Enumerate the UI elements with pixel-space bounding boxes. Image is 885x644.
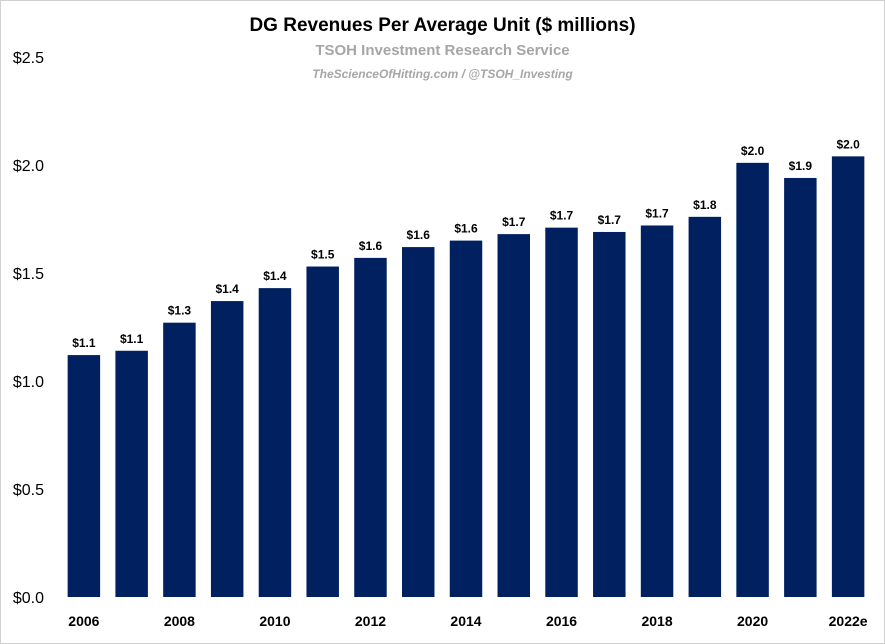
x-tick-label: 2014: [450, 613, 481, 629]
bar-2010: [258, 288, 292, 597]
y-tick-label: $2.5: [13, 50, 44, 67]
y-tick-label: $2.0: [13, 158, 44, 175]
x-tick-label: 2022e: [829, 613, 868, 629]
bar-2020: [736, 162, 769, 597]
x-tick-label: 2010: [259, 613, 290, 629]
data-label-2021: $1.9: [789, 159, 813, 173]
y-tick-label: $1.0: [13, 374, 44, 391]
bar-2007: [115, 350, 148, 597]
data-label-2012: $1.6: [359, 239, 383, 253]
data-label-2011: $1.5: [311, 248, 335, 262]
data-label-2015: $1.7: [502, 215, 526, 229]
bar-2017: [593, 231, 626, 597]
data-label-2016: $1.7: [550, 209, 574, 223]
data-label-2017: $1.7: [598, 213, 622, 227]
data-label-2009: $1.4: [215, 282, 239, 296]
bar-2008: [163, 322, 196, 597]
x-tick-label: 2016: [546, 613, 577, 629]
data-label-2008: $1.3: [168, 304, 192, 318]
data-label-2020: $2.0: [741, 144, 765, 158]
bar-2018: [640, 225, 674, 598]
bar-2009: [210, 301, 244, 597]
data-label-2010: $1.4: [263, 269, 287, 283]
y-tick-label: $1.5: [13, 266, 44, 283]
data-label-2013: $1.6: [407, 228, 431, 242]
bar-2006: [67, 355, 101, 597]
x-tick-label: 2008: [164, 613, 195, 629]
y-tick-label: $0.0: [13, 590, 44, 607]
data-label-2019: $1.8: [693, 198, 717, 212]
bars: [67, 156, 865, 598]
data-label-2022e: $2.0: [836, 137, 860, 151]
x-axis: 2006 2008 2010 2012 2014 2016 2018 2020 2022e: [68, 613, 867, 629]
chart-subtitle: TSOH Investment Research Service: [315, 42, 570, 59]
data-label-2018: $1.7: [645, 206, 669, 220]
bar-2019: [688, 216, 722, 597]
data-label-2006: $1.1: [72, 336, 96, 350]
bar-2012: [354, 257, 387, 597]
bar-2014: [449, 240, 483, 597]
x-tick-label: 2012: [355, 613, 386, 629]
bar-2021: [784, 177, 817, 597]
bar-2013: [401, 247, 435, 597]
y-axis: $0.0 $0.5 $1.0 $1.5 $2.0 $2.5: [13, 50, 44, 607]
bar-2022e: [831, 156, 865, 598]
x-tick-label: 2018: [641, 613, 672, 629]
chart-source: TheScienceOfHitting.com / @TSOH_Investin…: [312, 67, 573, 81]
bar-2016: [545, 227, 578, 597]
x-tick-label: 2006: [68, 613, 99, 629]
x-tick-label: 2020: [737, 613, 768, 629]
data-label-2014: $1.6: [454, 222, 478, 236]
bar-2015: [497, 234, 531, 597]
chart-title: DG Revenues Per Average Unit ($ millions…: [249, 15, 636, 36]
data-label-2007: $1.1: [120, 332, 144, 346]
bar-2011: [306, 266, 339, 597]
y-tick-label: $0.5: [13, 482, 44, 499]
data-labels: $1.1 $1.1 $1.3 $1.4 $1.4 $1.5 $1.6 $1.6 $1.6 $1.7…: [72, 137, 860, 350]
